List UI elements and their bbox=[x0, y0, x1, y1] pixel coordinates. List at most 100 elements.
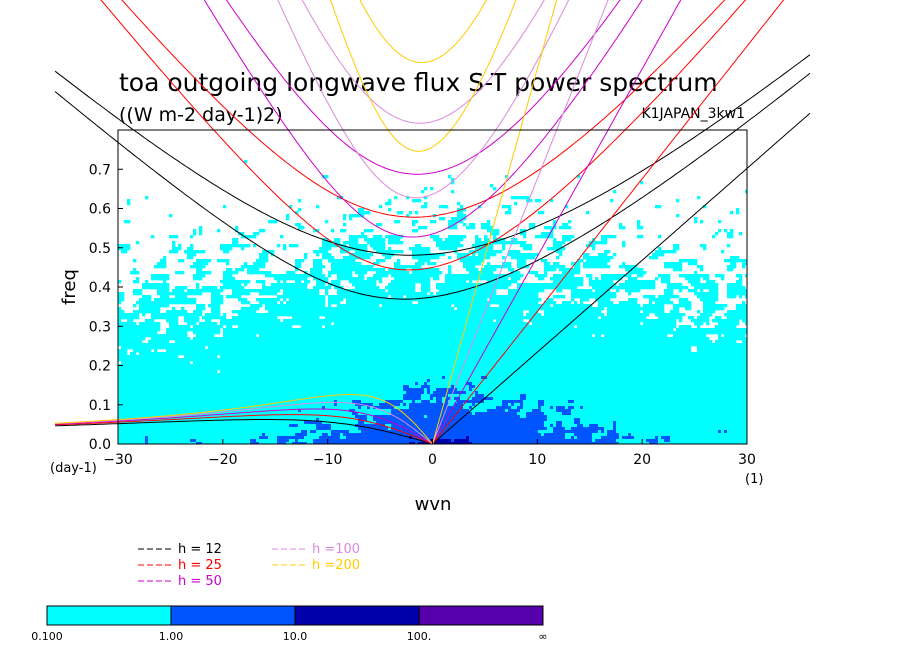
power-cell bbox=[373, 241, 377, 245]
power-cell bbox=[400, 265, 404, 269]
power-cell bbox=[376, 250, 380, 254]
power-cell bbox=[556, 316, 560, 320]
power-cell bbox=[133, 325, 137, 329]
power-cell bbox=[166, 340, 170, 344]
power-cell bbox=[316, 331, 320, 335]
power-cell bbox=[628, 328, 632, 332]
power-cell bbox=[517, 310, 521, 314]
power-cell bbox=[538, 277, 542, 281]
power-cell bbox=[592, 256, 596, 260]
power-cell bbox=[583, 337, 587, 341]
power-cell bbox=[649, 319, 653, 323]
power-cell bbox=[670, 250, 674, 254]
power-cell bbox=[547, 316, 551, 320]
power-cell bbox=[520, 244, 524, 248]
power-cell bbox=[436, 325, 440, 329]
power-cell bbox=[643, 328, 647, 332]
power-cell bbox=[670, 292, 674, 296]
power-cell bbox=[352, 244, 356, 248]
power-cell bbox=[514, 322, 518, 326]
power-cell bbox=[220, 325, 224, 329]
power-cell bbox=[124, 322, 128, 326]
power-cell bbox=[490, 280, 494, 284]
power-cell bbox=[526, 331, 530, 335]
power-cell bbox=[301, 226, 305, 230]
power-cell bbox=[241, 337, 245, 341]
power-cell bbox=[325, 277, 329, 281]
power-cell bbox=[601, 259, 605, 263]
power-cell bbox=[469, 337, 473, 341]
power-cell bbox=[340, 259, 344, 263]
power-cell bbox=[439, 319, 443, 323]
power-cell bbox=[418, 250, 422, 254]
power-cell bbox=[196, 319, 200, 323]
power-cell bbox=[271, 331, 275, 335]
power-cell bbox=[439, 310, 443, 314]
power-cell bbox=[367, 286, 371, 290]
power-cell bbox=[310, 310, 314, 314]
power-cell bbox=[673, 286, 677, 290]
power-cell bbox=[370, 307, 374, 311]
power-cell bbox=[397, 289, 401, 293]
power-cell bbox=[517, 292, 521, 296]
power-cell bbox=[424, 226, 428, 230]
power-cell bbox=[277, 244, 281, 248]
power-cell bbox=[355, 262, 359, 266]
power-cell bbox=[265, 340, 269, 344]
power-cell bbox=[505, 319, 509, 323]
power-cell bbox=[442, 286, 446, 290]
power-cell bbox=[511, 334, 515, 338]
power-cell bbox=[328, 334, 332, 338]
power-cell bbox=[346, 313, 350, 317]
power-cell bbox=[328, 340, 332, 344]
power-cell bbox=[400, 277, 404, 281]
power-cell bbox=[511, 316, 515, 320]
power-cell bbox=[325, 319, 329, 323]
power-cell bbox=[298, 295, 302, 299]
power-cell bbox=[256, 304, 260, 308]
power-cell bbox=[253, 262, 257, 266]
power-cell bbox=[499, 337, 503, 341]
power-cell bbox=[370, 331, 374, 335]
power-cell bbox=[328, 301, 332, 305]
power-cell bbox=[700, 265, 704, 269]
power-cell bbox=[409, 328, 413, 332]
power-cell bbox=[283, 313, 287, 317]
power-cell bbox=[466, 301, 470, 305]
power-cell bbox=[391, 307, 395, 311]
power-cell bbox=[295, 328, 299, 332]
power-cell bbox=[190, 244, 194, 248]
power-cell bbox=[163, 340, 167, 344]
power-cell bbox=[394, 220, 398, 224]
power-cell bbox=[520, 292, 524, 296]
power-cell bbox=[241, 289, 245, 293]
power-cell bbox=[610, 277, 614, 281]
power-cell bbox=[736, 256, 740, 260]
power-cell bbox=[637, 271, 641, 275]
power-cell bbox=[394, 331, 398, 335]
power-cell bbox=[304, 328, 308, 332]
power-cell bbox=[433, 256, 437, 260]
power-cell bbox=[253, 319, 257, 323]
power-cell bbox=[745, 319, 747, 323]
power-cell bbox=[547, 337, 551, 341]
power-cell bbox=[253, 322, 257, 326]
power-cell bbox=[502, 325, 506, 329]
power-cell bbox=[151, 304, 155, 308]
power-cell bbox=[541, 289, 545, 293]
power-cell bbox=[157, 340, 161, 344]
power-cell bbox=[715, 307, 719, 311]
power-cell bbox=[508, 328, 512, 332]
power-cell bbox=[496, 334, 500, 338]
power-cell bbox=[529, 295, 533, 299]
power-cell bbox=[616, 322, 620, 326]
power-cell bbox=[475, 295, 479, 299]
power-cell bbox=[526, 307, 530, 311]
power-cell bbox=[187, 337, 191, 341]
power-cell bbox=[334, 244, 338, 248]
power-cell bbox=[319, 280, 323, 284]
power-cell bbox=[592, 322, 596, 326]
power-cell bbox=[151, 283, 155, 287]
power-cell bbox=[124, 313, 128, 317]
power-cell bbox=[478, 277, 482, 281]
